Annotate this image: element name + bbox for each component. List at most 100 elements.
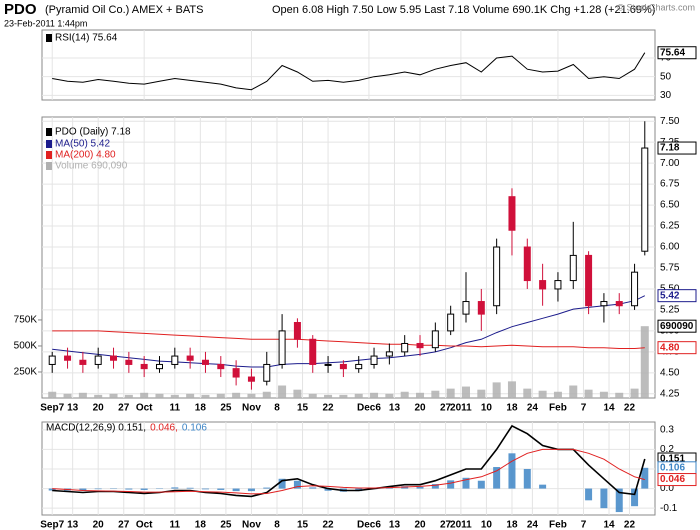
legend-label: Volume 690,090 [55, 161, 128, 172]
bar [171, 487, 179, 489]
bar [278, 385, 287, 398]
panel-frame [41, 29, 656, 101]
bar [247, 393, 256, 398]
candle-body [431, 330, 439, 349]
legend-label: MACD(12,26,9) 0.151, [46, 423, 146, 434]
candle-body [508, 196, 516, 231]
candle-body [263, 363, 271, 382]
bar [217, 488, 225, 490]
bar [308, 393, 317, 398]
x-tick-label: 13 [389, 520, 401, 530]
candle-body [523, 246, 531, 282]
bar [569, 385, 578, 398]
value-box-label: 75.64 [660, 47, 685, 58]
x-tick-label: 18 [506, 520, 518, 530]
candle-body [631, 271, 639, 307]
value-box-label: 0.151 [660, 454, 685, 465]
bar [263, 487, 271, 489]
x-tick-label: Oct [136, 403, 153, 414]
bar [640, 326, 649, 398]
bar [630, 388, 639, 398]
bar [615, 392, 624, 398]
x-tick-label: 15 [297, 520, 309, 530]
bar [339, 394, 348, 398]
bar [109, 393, 118, 398]
line [52, 295, 646, 368]
x-tick-label: 7 [581, 520, 587, 530]
y-tick-label: 0.3 [660, 424, 674, 435]
value-box [657, 46, 697, 60]
candle-body [600, 301, 608, 307]
x-tick-label: 22 [323, 403, 335, 414]
bar [492, 382, 501, 398]
x-tick-label: 25 [220, 403, 232, 414]
bar [293, 389, 302, 398]
x-tick-label: 11 [170, 520, 181, 530]
candle-body [64, 355, 72, 361]
candle-body [339, 363, 347, 370]
x-tick-label: Dec6 [357, 403, 381, 414]
line [52, 330, 645, 349]
candle-body [493, 246, 501, 307]
y-tick-label: 6.50 [660, 200, 680, 211]
bar [600, 488, 608, 509]
bar [232, 392, 241, 398]
line [52, 52, 646, 91]
legend-label: 0.106 [182, 423, 207, 434]
x-tick-label: 27 [440, 520, 452, 530]
x-tick-label: 13 [389, 403, 401, 414]
y-tick-label: 6.75 [660, 179, 680, 190]
y-tick-label: 7.50 [660, 116, 680, 127]
bar [324, 488, 332, 491]
x-tick-label: Dec6 [357, 520, 381, 530]
candle-body [641, 147, 649, 252]
candle-body [416, 342, 424, 349]
candle-body [447, 313, 455, 332]
candle-body [79, 359, 87, 365]
bar [584, 389, 593, 398]
bar [631, 488, 639, 507]
bar [170, 394, 179, 398]
x-tick-label: 27 [118, 520, 130, 530]
bar [462, 477, 470, 489]
candle-body [324, 363, 332, 366]
bar [477, 389, 486, 398]
x-tick-label: 20 [93, 520, 105, 530]
y-tick-label: 7.00 [660, 158, 680, 169]
x-tick-label: Feb [549, 520, 567, 530]
line [52, 424, 646, 498]
legend-swatch [46, 128, 52, 136]
quote: Open 6.08 High 7.50 Low 5.95 Last 7.18 V… [272, 4, 655, 16]
x-tick-label: 18 [195, 520, 207, 530]
candle-body [569, 254, 577, 282]
bar [493, 467, 501, 489]
bar [523, 388, 532, 398]
x-tick-label: 2011 [450, 403, 472, 414]
candle-body [401, 342, 409, 353]
bar [431, 484, 439, 489]
line [52, 448, 645, 495]
bar [447, 480, 455, 489]
bar [216, 393, 225, 398]
x-tick-label: Sep7 [40, 403, 64, 414]
bar [553, 391, 562, 398]
bar [508, 453, 516, 489]
x-tick-label: 20 [414, 403, 426, 414]
bar [641, 467, 649, 489]
x-tick-label: 7 [581, 403, 587, 414]
x-tick-label: Feb [549, 403, 567, 414]
candle-body [554, 280, 562, 290]
x-tick-label: 24 [527, 403, 539, 414]
symbol: PDO [4, 1, 37, 18]
candle-body [186, 355, 194, 361]
bar [186, 393, 195, 398]
bar [431, 390, 440, 398]
bar [293, 480, 301, 489]
legend-swatch [46, 151, 52, 159]
y-tick-label: 4.25 [660, 388, 680, 399]
date: 23-Feb-2011 1:44pm [4, 18, 87, 28]
y2-tick-label: 750K [14, 315, 38, 326]
candle-body [155, 363, 163, 370]
y-tick-label: 5.50 [660, 284, 680, 295]
panel-frame [41, 116, 656, 399]
